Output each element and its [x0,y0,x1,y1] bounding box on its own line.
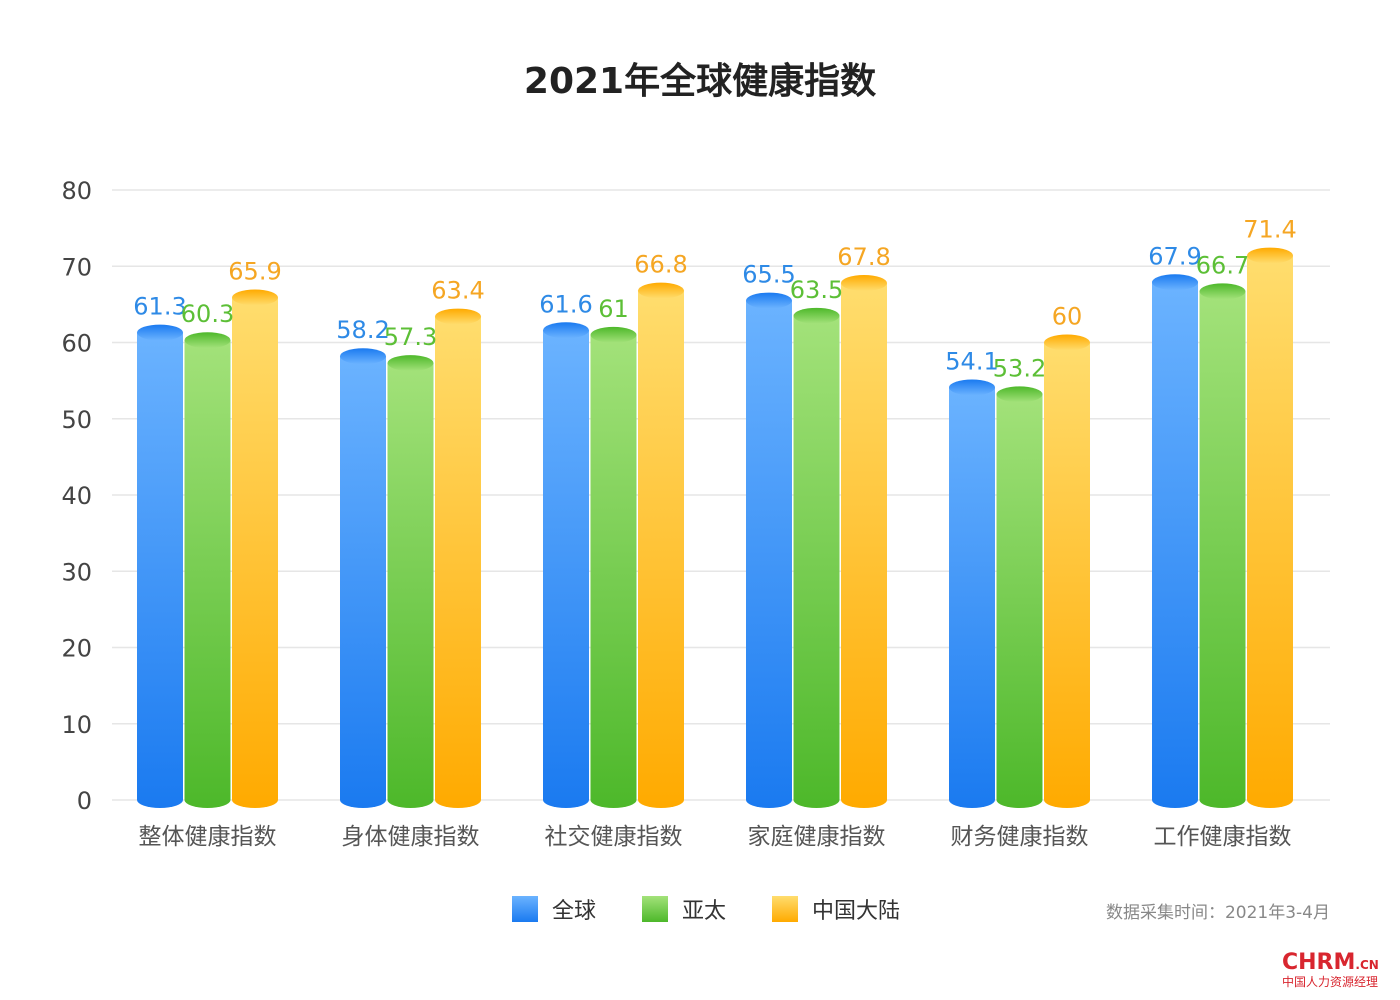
bar-top [949,379,995,396]
bar-top [387,355,434,372]
logo-main-text: CHRM [1282,950,1356,975]
legend-item-mainland-china: 中国大陆 [772,893,900,925]
bar-body [184,340,231,808]
data-label: 60.3 [181,300,234,328]
bar-body [435,316,481,808]
y-tick-label: 10 [61,711,92,739]
bar-top [340,348,386,365]
bar-top [1199,283,1246,300]
logo-subtitle: 中国人力资源经理 [1282,975,1379,989]
data-label: 63.5 [790,276,843,304]
bar-top [638,282,684,299]
bar-top [137,324,183,341]
data-label: 58.2 [336,316,389,344]
bar-body [1152,282,1198,808]
source-note: 数据采集时间：2021年3-4月 [1105,903,1330,923]
bar-body [638,290,684,808]
bar-body [1199,291,1246,809]
y-tick-label: 50 [61,406,92,434]
bar-top [543,322,589,339]
bar-top [793,307,840,324]
x-axis: 整体健康指数 身体健康指数 社交健康指数 家庭健康指数 财务健康指数 工作健康指数 [139,824,1292,850]
y-tick-label: 0 [77,787,92,815]
y-tick-label: 40 [61,482,92,510]
x-tick-label: 整体健康指数 [139,824,277,850]
data-label: 71.4 [1243,216,1296,244]
data-label: 60 [1052,303,1083,331]
bar-top [184,332,231,349]
x-tick-label: 工作健康指数 [1154,824,1292,850]
data-label: 65.9 [228,258,281,286]
data-label: 57.3 [384,323,437,351]
bar-top [590,326,637,343]
bar-body [841,283,887,808]
x-tick-label: 家庭健康指数 [748,824,886,850]
chrm-logo: CHRM.CN 中国人力资源经理 [1282,950,1388,994]
data-label: 53.2 [993,354,1046,382]
data-label: 65.5 [742,261,795,289]
y-tick-label: 20 [61,635,92,663]
x-tick-label: 财务健康指数 [951,824,1089,850]
legend-label-mainland-china: 中国大陆 [812,899,901,924]
legend-label-global: 全球 [552,899,597,924]
bar-top [1152,274,1198,291]
grid-lines [112,189,1330,801]
bar-top [841,275,887,292]
bar-body [232,297,278,808]
legend-swatch-global [512,896,538,922]
chart-title: 2021年全球健康指数 [523,61,877,102]
data-label: 66.8 [634,251,687,279]
legend-swatch-mainland-china [772,896,799,922]
data-label: 63.4 [431,277,484,305]
x-tick-label: 社交健康指数 [545,824,683,850]
y-tick-label: 80 [61,177,92,205]
data-label: 61.6 [539,290,592,318]
data-label: 67.8 [837,243,890,271]
bar-top [1247,247,1293,264]
data-label: 61 [598,295,629,323]
y-tick-label: 70 [61,253,92,281]
bar-body [793,315,840,808]
data-label: 54.1 [945,347,998,375]
bar-body [1044,342,1090,808]
bar-body [340,356,386,808]
legend-item-apac: 亚太 [642,893,726,925]
y-axis: 0 10 20 30 40 50 60 70 80 [61,177,92,815]
bar-top [746,292,792,309]
bar-top [435,308,481,325]
bar-body [543,330,589,808]
bar-body [1247,255,1293,808]
bar-body [746,300,792,808]
x-tick-label: 身体健康指数 [342,824,480,850]
legend-item-global: 全球 [512,893,596,925]
legend-label-apac: 亚太 [682,899,727,924]
bar-body [949,387,995,808]
data-label: 61.3 [133,293,186,321]
bar-body [590,334,637,808]
bar-body [387,363,434,808]
data-label: 66.7 [1196,251,1249,279]
bar-top [996,386,1043,403]
bar-top [232,289,278,306]
bar-top [1044,334,1090,351]
y-tick-label: 60 [61,330,92,358]
legend: 全球 亚太 中国大陆 [512,893,946,925]
bar-body [137,332,183,808]
bars [137,247,1293,809]
legend-swatch-apac [642,896,669,922]
bar-body [996,394,1043,808]
logo-suffix: .CN [1355,958,1379,972]
y-tick-label: 30 [61,558,92,586]
data-label: 67.9 [1148,242,1201,270]
